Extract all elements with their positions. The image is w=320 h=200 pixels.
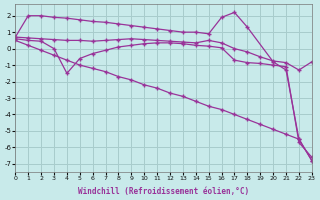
- X-axis label: Windchill (Refroidissement éolien,°C): Windchill (Refroidissement éolien,°C): [78, 187, 249, 196]
